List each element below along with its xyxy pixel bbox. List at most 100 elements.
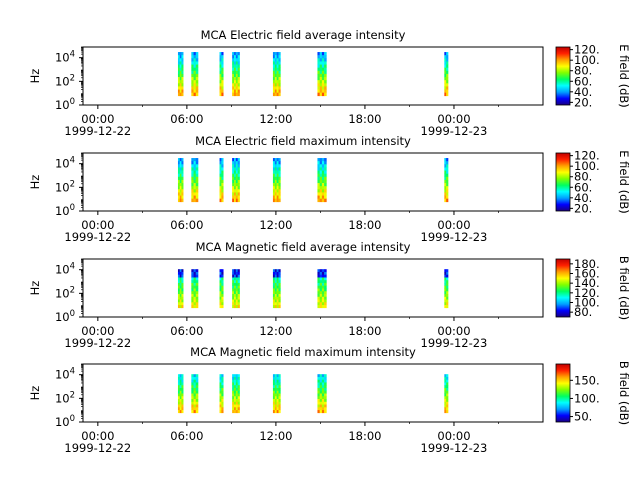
data-cell [191,73,194,78]
data-cell [193,294,197,298]
data-cell [193,83,197,87]
data-cell [177,58,180,62]
data-cell [233,176,237,181]
data-cell [221,83,224,87]
colorbar-label: E field (dB) [617,44,631,108]
data-cell [177,167,180,171]
data-cell [193,379,197,383]
data-cell [221,407,224,411]
data-cell [181,179,184,184]
data-cell [219,296,222,300]
data-cell [179,64,182,68]
data-cell [324,401,327,405]
data-cell [219,302,222,306]
data-cell [274,374,277,378]
data-cell [195,294,199,298]
data-cell [321,67,325,72]
data-cell [317,401,320,405]
data-cell [278,73,281,78]
data-cell [193,198,197,203]
data-cell [324,86,327,90]
data-cell [235,64,238,68]
x-tick-date: 1999-12-22 [64,441,131,455]
data-cell [272,52,276,56]
data-cell [444,387,447,392]
data-cell [444,186,447,190]
data-cell [191,179,194,184]
data-cell [221,176,224,181]
data-cell [276,305,279,309]
data-cell [233,170,237,174]
data-cell [324,73,327,78]
data-cell [324,89,327,93]
data-cell [177,288,180,292]
data-cell [235,67,238,72]
data-cell [272,274,276,278]
data-cell [319,274,323,278]
data-cell [233,401,237,405]
data-cell [191,410,194,414]
data-cell [177,86,180,90]
data-cell [179,305,182,309]
data-cell [317,70,320,75]
data-cell [181,305,184,309]
data-cell [177,396,180,400]
data-cell [444,170,447,174]
data-cell [446,274,449,278]
data-cell [321,385,325,389]
data-cell [235,92,238,97]
data-cell [221,404,224,408]
data-cell [276,64,279,68]
data-cell [237,407,240,411]
data-cell [446,407,449,411]
data-cell [219,67,222,72]
data-cell [235,288,238,292]
data-cell [219,58,222,62]
data-cell [237,186,240,190]
data-cell [317,382,320,386]
data-cell [179,86,182,90]
data-cell [181,164,184,168]
data-cell [235,280,238,284]
data-cell [446,379,449,383]
data-cell [191,58,194,62]
data-cell [319,192,323,196]
data-cell [233,385,237,389]
data-cell [179,376,182,381]
data-cell [276,198,279,203]
data-cell [321,296,325,300]
data-cell [233,376,237,381]
data-cell [181,407,184,411]
data-cell [177,374,180,378]
data-cell [177,269,180,273]
data-cell [272,299,276,303]
data-cell [232,86,235,90]
data-cell [324,164,327,168]
data-cell [195,86,199,90]
data-cell [235,77,238,81]
data-cell [276,282,279,287]
data-cell [319,299,323,303]
data-cell [319,396,323,400]
data-cell [444,410,447,414]
data-cell [276,70,279,75]
panel-title: MCA Electric field maximum intensity [195,134,411,148]
data-cell [317,379,320,383]
data-cell [232,170,235,174]
data-cell [177,407,180,411]
colorbar: 50. 100. 150. B field (dB) [555,361,631,425]
data-cell [276,161,279,165]
data-cell [219,277,222,281]
data-cell [219,385,222,389]
data-segment [444,52,449,97]
data-cell [324,393,327,397]
data-cell [237,404,240,408]
data-cell [317,80,320,84]
data-cell [324,277,327,281]
data-cell [195,189,199,193]
data-cell [179,83,182,87]
data-cell [272,271,276,276]
data-cell [235,374,238,378]
data-cell [317,296,320,300]
